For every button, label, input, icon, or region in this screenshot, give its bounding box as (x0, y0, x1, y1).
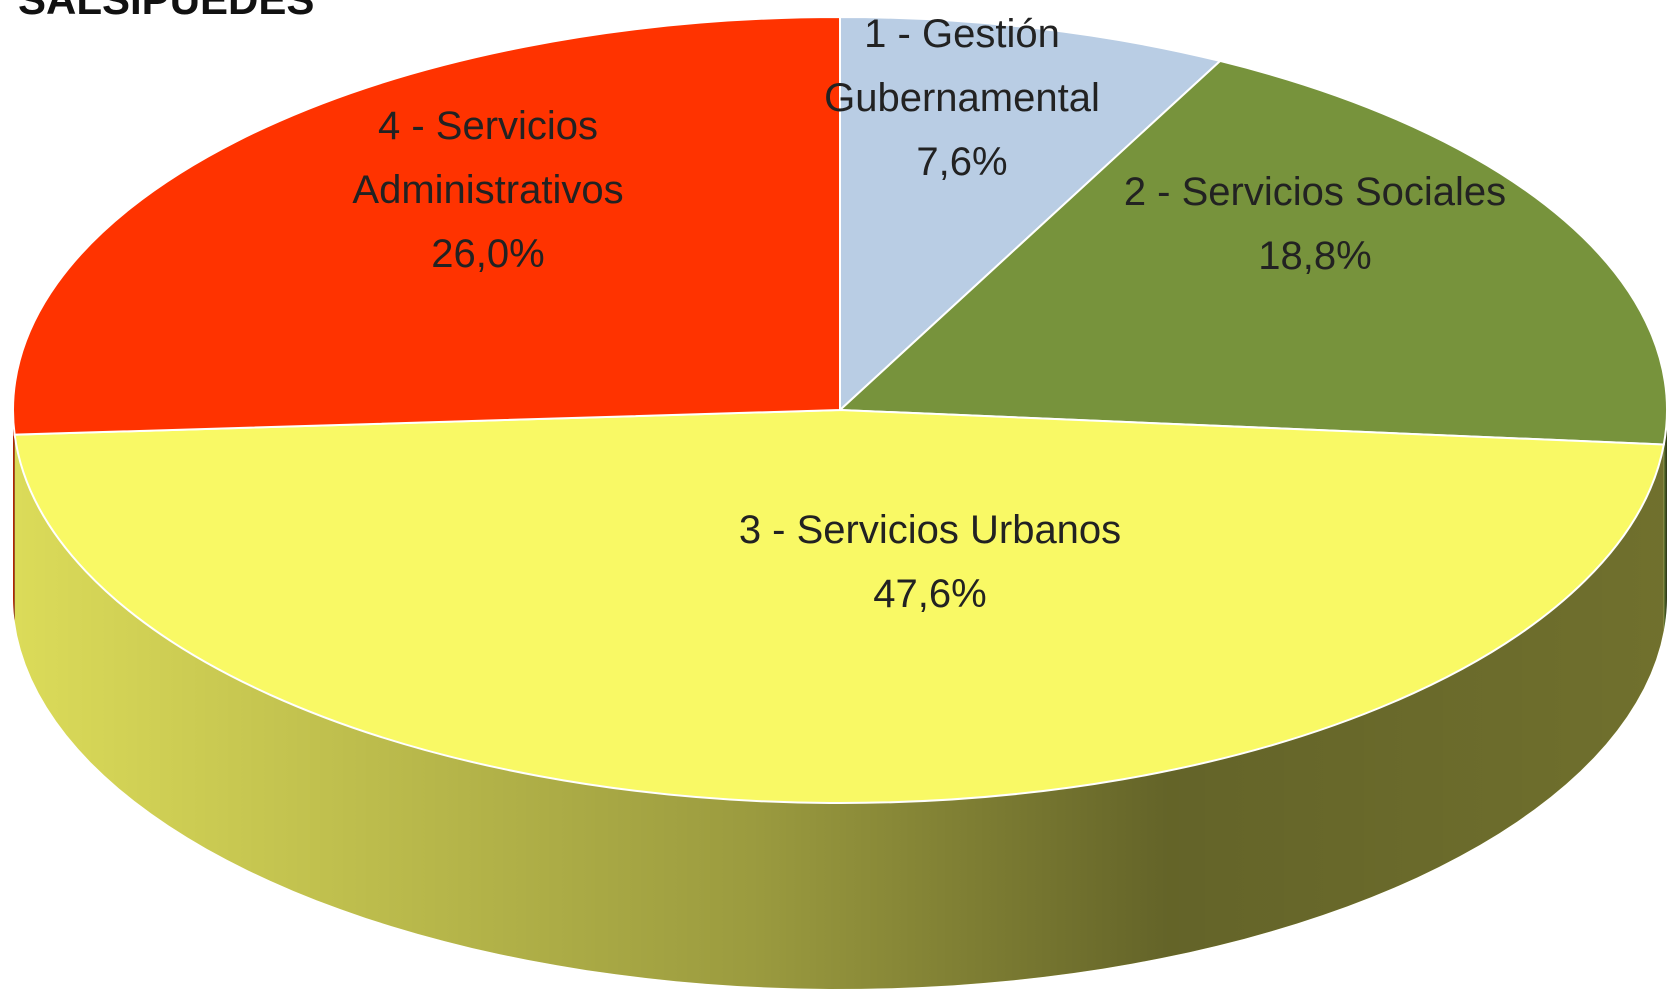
data-label: 2 - Servicios Sociales 18,8% (1055, 160, 1575, 288)
chart-title: SALSIPUEDES (18, 0, 314, 23)
slice-value: 7,6% (916, 140, 1008, 184)
data-label: 1 - Gestión Gubernamental 7,6% (812, 2, 1112, 194)
pie-side-shade (13, 410, 15, 621)
pie-side-shade (1663, 410, 1667, 631)
slice-value: 47,6% (873, 572, 987, 616)
data-label: 4 - Servicios Administrativos 26,0% (318, 94, 658, 286)
slice-name: 3 - Servicios Urbanos (738, 508, 1122, 552)
pie-slice (837, 59, 1667, 446)
pie-side-shade (14, 434, 1664, 989)
slice-name: 2 - Servicios Sociales (1123, 170, 1507, 214)
slice-name: 4 - Servicios Administrativos (352, 104, 624, 212)
data-label: 3 - Servicios Urbanos 47,6% (670, 498, 1190, 626)
slice-value: 26,0% (431, 232, 545, 276)
slice-value: 18,8% (1258, 234, 1372, 278)
pie-slice (13, 408, 1665, 804)
slice-name: 1 - Gestión Gubernamental (824, 12, 1100, 120)
pie-slice (839, 15, 1223, 413)
pie-slice (12, 15, 841, 436)
